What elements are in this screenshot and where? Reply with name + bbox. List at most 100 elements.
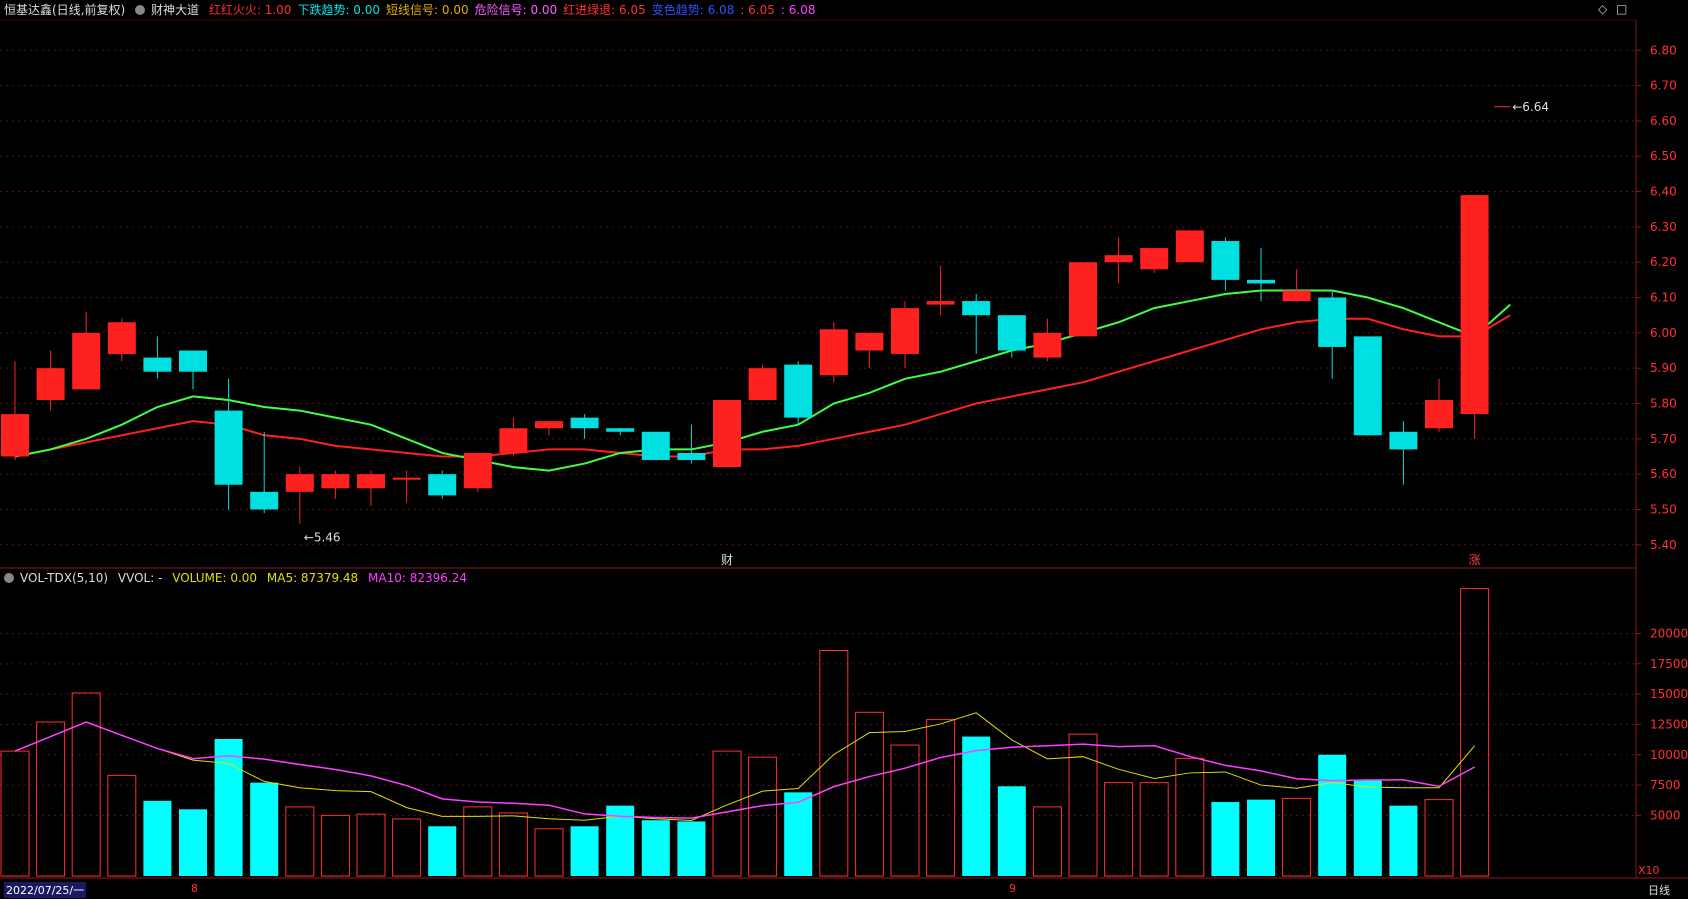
- indicator-item-1: 下跌趋势: 0.00: [297, 3, 381, 17]
- volume-bar: [392, 818, 422, 877]
- volume-bar: [534, 828, 564, 877]
- candle-body: [1, 414, 29, 457]
- volume-bar: [712, 750, 742, 877]
- indicator-item-6: : 6.05: [740, 3, 775, 17]
- candle-body: [855, 332, 884, 351]
- volume-bar: [1389, 805, 1418, 876]
- candle-body: [463, 452, 492, 489]
- volume-bar: [570, 826, 599, 876]
- volume-bar: [1032, 806, 1062, 877]
- volume-bar: [71, 692, 101, 877]
- volume-bar: [1175, 757, 1205, 877]
- volume-bar: [179, 809, 207, 876]
- price-tick-label: 5.90: [1650, 361, 1677, 375]
- low-price-marker: ←5.46: [304, 531, 341, 545]
- volume-bar: [214, 738, 243, 876]
- volume-value: VOLUME: 0.00: [172, 571, 258, 585]
- candle-body: [1140, 248, 1169, 270]
- cai-signal-label: 财: [721, 553, 733, 567]
- volume-bar: [36, 721, 66, 877]
- volume-bar: [784, 792, 813, 876]
- candle-body: [1033, 332, 1062, 358]
- candle-body: [606, 428, 635, 432]
- stock-title: 恒基达鑫(日线,前复权): [4, 3, 126, 17]
- candle-body: [997, 315, 1026, 351]
- price-tick-label: 6.20: [1650, 255, 1677, 269]
- indicator-item-4: 红进绿退: 6.05: [563, 3, 646, 17]
- volume-bar: [854, 711, 884, 877]
- volume-bar: [107, 774, 137, 877]
- diamond-icon[interactable]: ◇: [1598, 2, 1608, 16]
- price-tick-label: 6.70: [1650, 79, 1677, 93]
- price-tick-label: 6.30: [1650, 220, 1677, 234]
- indicator-item-0: 红红火火: 1.00: [208, 3, 292, 17]
- candle-body: [819, 329, 848, 376]
- volume-bar: [1247, 799, 1275, 876]
- volume-bar: [0, 750, 30, 877]
- price-tick-label: 5.40: [1650, 538, 1677, 552]
- vol-title: VOL-TDX(5,10): [20, 571, 109, 585]
- volume-ma10-line: [14, 721, 1475, 819]
- volume-bar: [1282, 797, 1312, 877]
- volume-toggle-icon[interactable]: [4, 573, 14, 583]
- volume-bar: [1460, 588, 1490, 877]
- candle-body: [250, 491, 279, 510]
- volume-tick-label: 15000: [1650, 687, 1688, 701]
- candle-body: [748, 368, 777, 400]
- square-icon[interactable]: □: [1616, 2, 1628, 16]
- candle-body: [1389, 431, 1418, 450]
- volume-bar: [926, 719, 956, 877]
- candle-body: [428, 474, 457, 496]
- volume-bar: [1211, 802, 1240, 876]
- indicator-name: 财神大道: [151, 3, 200, 17]
- volume-bar: [890, 744, 920, 877]
- price-tick-label: 6.50: [1650, 149, 1677, 163]
- indicator-item-5: 变色趋势: 6.08: [651, 3, 735, 17]
- candle-body: [784, 364, 813, 418]
- candle-body: [357, 474, 385, 489]
- high-price-marker: ←6.64: [1512, 100, 1549, 114]
- candle-body: [1069, 262, 1097, 337]
- volume-bar: [463, 806, 493, 877]
- x10-label: X10: [1638, 864, 1660, 877]
- candle-body: [285, 474, 314, 492]
- candle-body: [143, 357, 172, 372]
- candle-body: [1175, 230, 1204, 263]
- candle-body: [713, 399, 741, 468]
- price-tick-label: 6.80: [1650, 43, 1677, 57]
- candle-body: [36, 368, 65, 400]
- volume-tick-label: 20000: [1650, 627, 1688, 641]
- volume-bar: [1068, 733, 1098, 877]
- volume-bar: [677, 821, 706, 876]
- candle-body: [392, 477, 421, 480]
- candle-body: [891, 308, 919, 355]
- price-header: 恒基达鑫(日线,前复权) 财神大道 红红火火: 1.00 下跌趋势: 0.00 短线…: [4, 0, 827, 20]
- ma5-value: MA5: 87379.48: [266, 571, 359, 585]
- date-label: 2022/07/25/一: [4, 882, 87, 898]
- period-label[interactable]: 日线: [1648, 884, 1670, 897]
- volume-tick-label: 12500: [1650, 717, 1688, 731]
- volume-bar: [428, 826, 457, 876]
- volume-ma5-line: [14, 712, 1475, 821]
- volume-bar: [962, 736, 991, 876]
- candle-body: [1211, 241, 1240, 280]
- indicator-item-7: : 6.08: [780, 3, 816, 17]
- candle-body: [641, 431, 670, 461]
- indicator-values: 红红火火: 1.00 下跌趋势: 0.00 短线信号: 0.00 危险信号: 0.00…: [209, 3, 822, 17]
- volume-bar: [748, 756, 778, 877]
- volume-bar: [250, 782, 279, 876]
- volume-bar: [1318, 754, 1347, 876]
- candle-body: [321, 474, 350, 489]
- volume-header: VOL-TDX(5,10) VVOL: - VOLUME: 0.00 MA5: …: [4, 568, 473, 588]
- candle-body: [1318, 297, 1347, 347]
- candle-body: [1104, 255, 1133, 263]
- candle-body: [1353, 336, 1382, 436]
- indicator-toggle-icon[interactable]: [135, 5, 146, 15]
- volume-tick-label: 10000: [1650, 748, 1688, 762]
- volume-bar: [320, 814, 350, 877]
- candle-body: [107, 322, 136, 355]
- price-tick-label: 5.70: [1650, 432, 1677, 446]
- volume-bar: [1424, 799, 1454, 877]
- candle-body: [179, 350, 207, 372]
